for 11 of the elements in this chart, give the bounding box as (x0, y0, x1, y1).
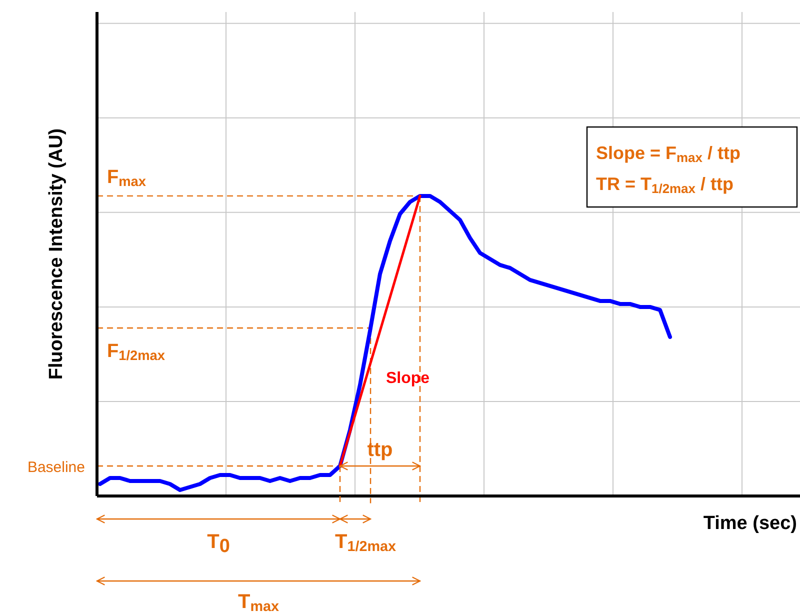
text: T$_{max}$ (238, 591, 280, 613)
series-label: Slope (386, 370, 430, 387)
annotation: ttp (367, 438, 393, 461)
text: T$_{1/2max}$ (335, 531, 396, 555)
ref-line-label: F$_{max}$ (107, 167, 146, 189)
y-axis-title: Fluorescence Intensity (AU) (46, 128, 67, 380)
x-axis-title: Time (sec) (703, 513, 797, 534)
text: TR = T$_{1/2max}$ / ttp (596, 174, 734, 196)
ref-line-label: Baseline (27, 459, 85, 476)
ref-line-label: F$_{1/2max}$ (107, 341, 166, 363)
text: Slope = F$_{max}$ / ttp (596, 143, 740, 165)
